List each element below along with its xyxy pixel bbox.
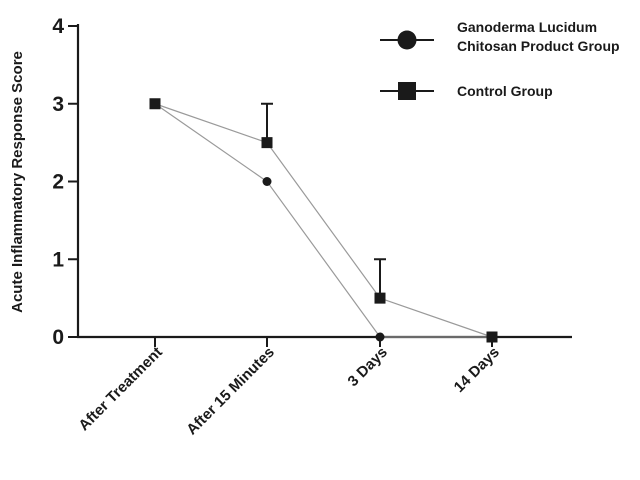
legend-label: Chitosan Product Group bbox=[457, 38, 620, 54]
y-tick-label: 2 bbox=[52, 171, 64, 194]
data-point-circle bbox=[262, 177, 272, 186]
data-markers bbox=[149, 98, 498, 343]
y-tick-label: 0 bbox=[52, 326, 64, 349]
series-line-ganoderma bbox=[154, 103, 492, 338]
legend-item: Ganoderma Lucidum Chitosan Product Group bbox=[380, 19, 620, 54]
legend-label: Ganoderma Lucidum bbox=[457, 19, 597, 35]
x-tick-label: After 15 Minutes bbox=[183, 344, 278, 439]
y-tick-label: 4 bbox=[52, 15, 64, 38]
data-point-square bbox=[261, 137, 273, 149]
error-bars bbox=[261, 102, 386, 299]
legend-marker-circle bbox=[397, 30, 417, 50]
data-point-square bbox=[149, 98, 161, 110]
legend-label: Control Group bbox=[457, 83, 553, 99]
x-tick-label: After Treatment bbox=[75, 344, 165, 434]
series-lines bbox=[154, 103, 493, 338]
series-line-control bbox=[154, 103, 493, 338]
y-tick-label: 3 bbox=[52, 93, 64, 116]
data-point-circle bbox=[375, 332, 385, 342]
legend-marker-square bbox=[398, 82, 416, 100]
legend: Ganoderma Lucidum Chitosan Product Group C… bbox=[380, 19, 620, 100]
axes bbox=[76, 24, 572, 339]
data-point-square bbox=[486, 331, 498, 343]
data-point-square bbox=[374, 292, 386, 304]
y-axis-label: Acute Inflammatory Response Score bbox=[9, 51, 26, 313]
x-tick-label: 3 Days bbox=[345, 344, 391, 390]
legend-item: Control Group bbox=[380, 82, 553, 100]
y-tick-label: 1 bbox=[52, 248, 64, 271]
x-tick-label: 14 Days bbox=[451, 344, 503, 396]
axis-ticks: 0 1 2 3 4 After Treatment After 15 Minutes 3 Da… bbox=[52, 15, 503, 438]
